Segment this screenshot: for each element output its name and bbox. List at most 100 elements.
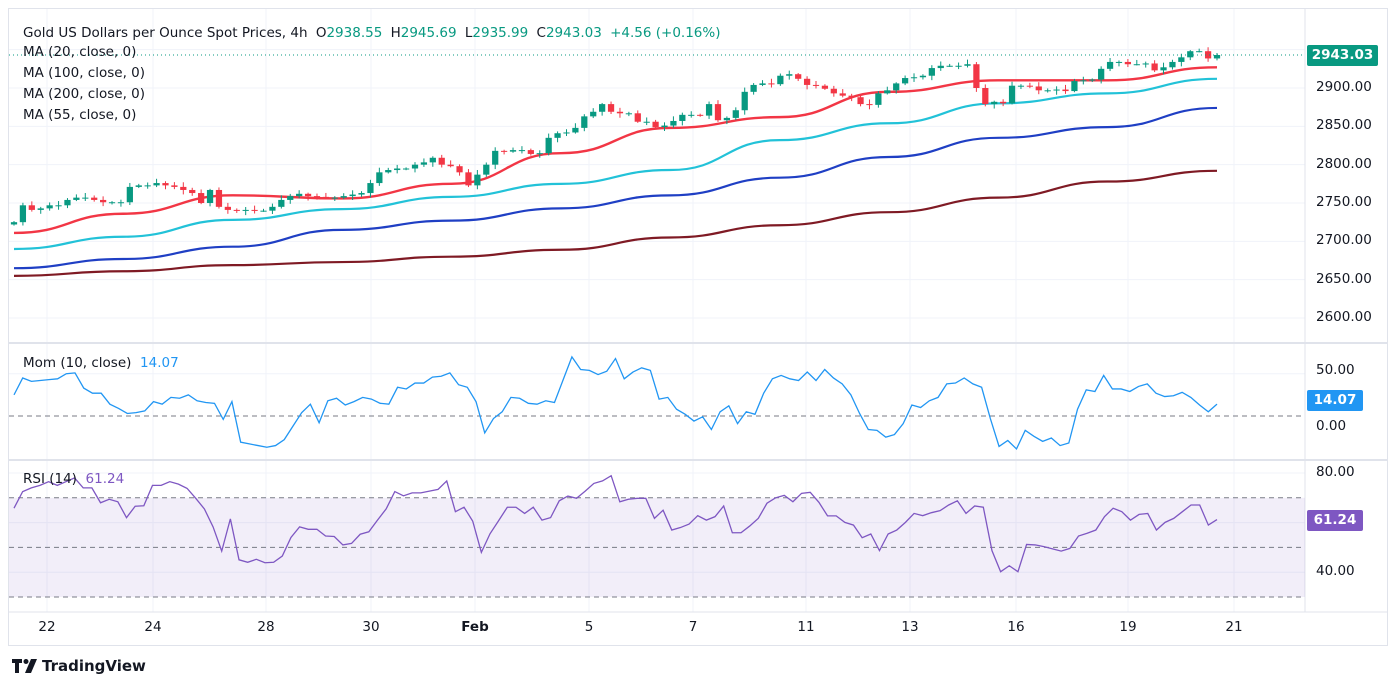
candle-down [1062,89,1069,92]
candle-up [572,127,579,133]
candle-down [634,113,641,122]
candle-down [447,164,454,167]
candle-down [1000,101,1007,104]
symbol-title: Gold US Dollars per Ounce Spot Prices, 4… [23,25,308,41]
candle-up [331,197,338,199]
candle-up [1178,57,1185,62]
candle-up [910,77,918,79]
legend-mom[interactable]: Mom (10, close) 14.07 [23,355,179,371]
candle-up [705,104,713,116]
candle-down [313,196,321,198]
candle-up [1098,68,1105,80]
candle-up [19,205,27,223]
candle-up [411,164,419,169]
candle-down [616,111,624,114]
candle-up [679,114,686,121]
time-tick-month: Feb [461,619,489,635]
candle-down [607,104,615,112]
candle-up [741,91,748,111]
candle-up [296,193,303,197]
candle-down [500,150,508,152]
candle-up [1106,61,1114,69]
candle-up [723,117,731,121]
candle-up [1044,90,1051,92]
time-tick: 5 [584,619,594,635]
candle-up [1071,81,1078,92]
candle-up [73,197,80,200]
candle-up [893,83,900,91]
candle-up [884,90,891,94]
time-tick: 13 [901,619,919,635]
time-tick: 16 [1007,619,1025,635]
candle-up [518,150,526,152]
candle-down [438,157,445,165]
candle-up [536,153,543,155]
rsi-tick: 80.00 [1316,464,1355,480]
candle-down [795,74,802,79]
legend-ma20[interactable]: MA (20, close, 0) [23,44,137,60]
tradingview-logo[interactable]: TradingView [12,657,146,675]
candle-up [108,202,116,204]
candle-up [269,206,276,211]
candle-up [1213,55,1221,59]
candle-up [287,196,294,200]
candle-up [126,186,133,203]
candle-up [1017,85,1025,87]
candle-up [55,205,62,207]
candle-down [456,166,463,173]
candle-down [1204,51,1212,59]
candle-down [973,64,980,88]
time-tick: 28 [257,619,275,635]
legend-ma200[interactable]: MA (200, close, 0) [23,86,146,102]
candle-up [1080,80,1087,82]
candle-down [839,93,846,96]
legend-ma100[interactable]: MA (100, close, 0) [23,65,146,81]
candle-down [180,186,187,190]
ma200-line [13,169,1218,277]
candle-up [1133,64,1140,66]
candle-down [91,197,98,200]
symbol-legend: Gold US Dollars per Ounce Spot Prices, 4… [23,23,725,44]
candle-up [937,65,944,69]
candle-down [189,189,196,194]
time-tick: 30 [362,619,380,635]
candle-down [982,88,989,105]
candle-up [206,189,214,204]
tradingview-icon [12,659,37,673]
candle-down [171,185,178,187]
candle-up [394,168,401,171]
candle-up [144,185,151,187]
ma20-line [13,66,1218,235]
candle-down [1026,85,1033,87]
candle-up [1008,85,1016,104]
candle-up [750,84,757,92]
candle-up [385,170,392,173]
candle-down [866,104,873,106]
legend-rsi[interactable]: RSI (14) 61.24 [23,471,125,487]
candle-down [812,84,820,86]
candle-down [803,78,811,85]
candle-up [429,157,436,163]
price-tick: 2900.00 [1316,79,1372,95]
candle-down [848,95,855,98]
ma55-line [13,77,1218,251]
candle-up [563,132,570,134]
candle-up [46,205,53,209]
candle-up [554,133,561,138]
candle-up [492,150,499,165]
candle-up [1053,89,1060,91]
candle-up [777,75,784,85]
candle-up [349,194,356,197]
ohlc-high: H2945.69 [390,25,457,41]
candle-up [260,210,267,212]
candle-down [162,183,169,186]
candle-up [625,113,632,115]
candle-down [322,196,330,198]
candle-down [28,205,35,210]
time-tick: 21 [1225,619,1243,635]
candle-down [1151,63,1158,71]
legend-ma55[interactable]: MA (55, close, 0) [23,107,137,123]
candle-up [10,222,18,225]
mom-value-badge: 14.07 [1307,390,1363,411]
